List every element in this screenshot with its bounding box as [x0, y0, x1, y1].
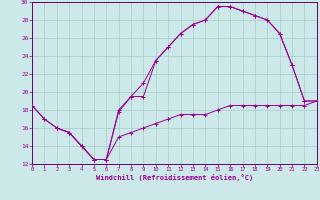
X-axis label: Windchill (Refroidissement éolien,°C): Windchill (Refroidissement éolien,°C) — [96, 174, 253, 181]
